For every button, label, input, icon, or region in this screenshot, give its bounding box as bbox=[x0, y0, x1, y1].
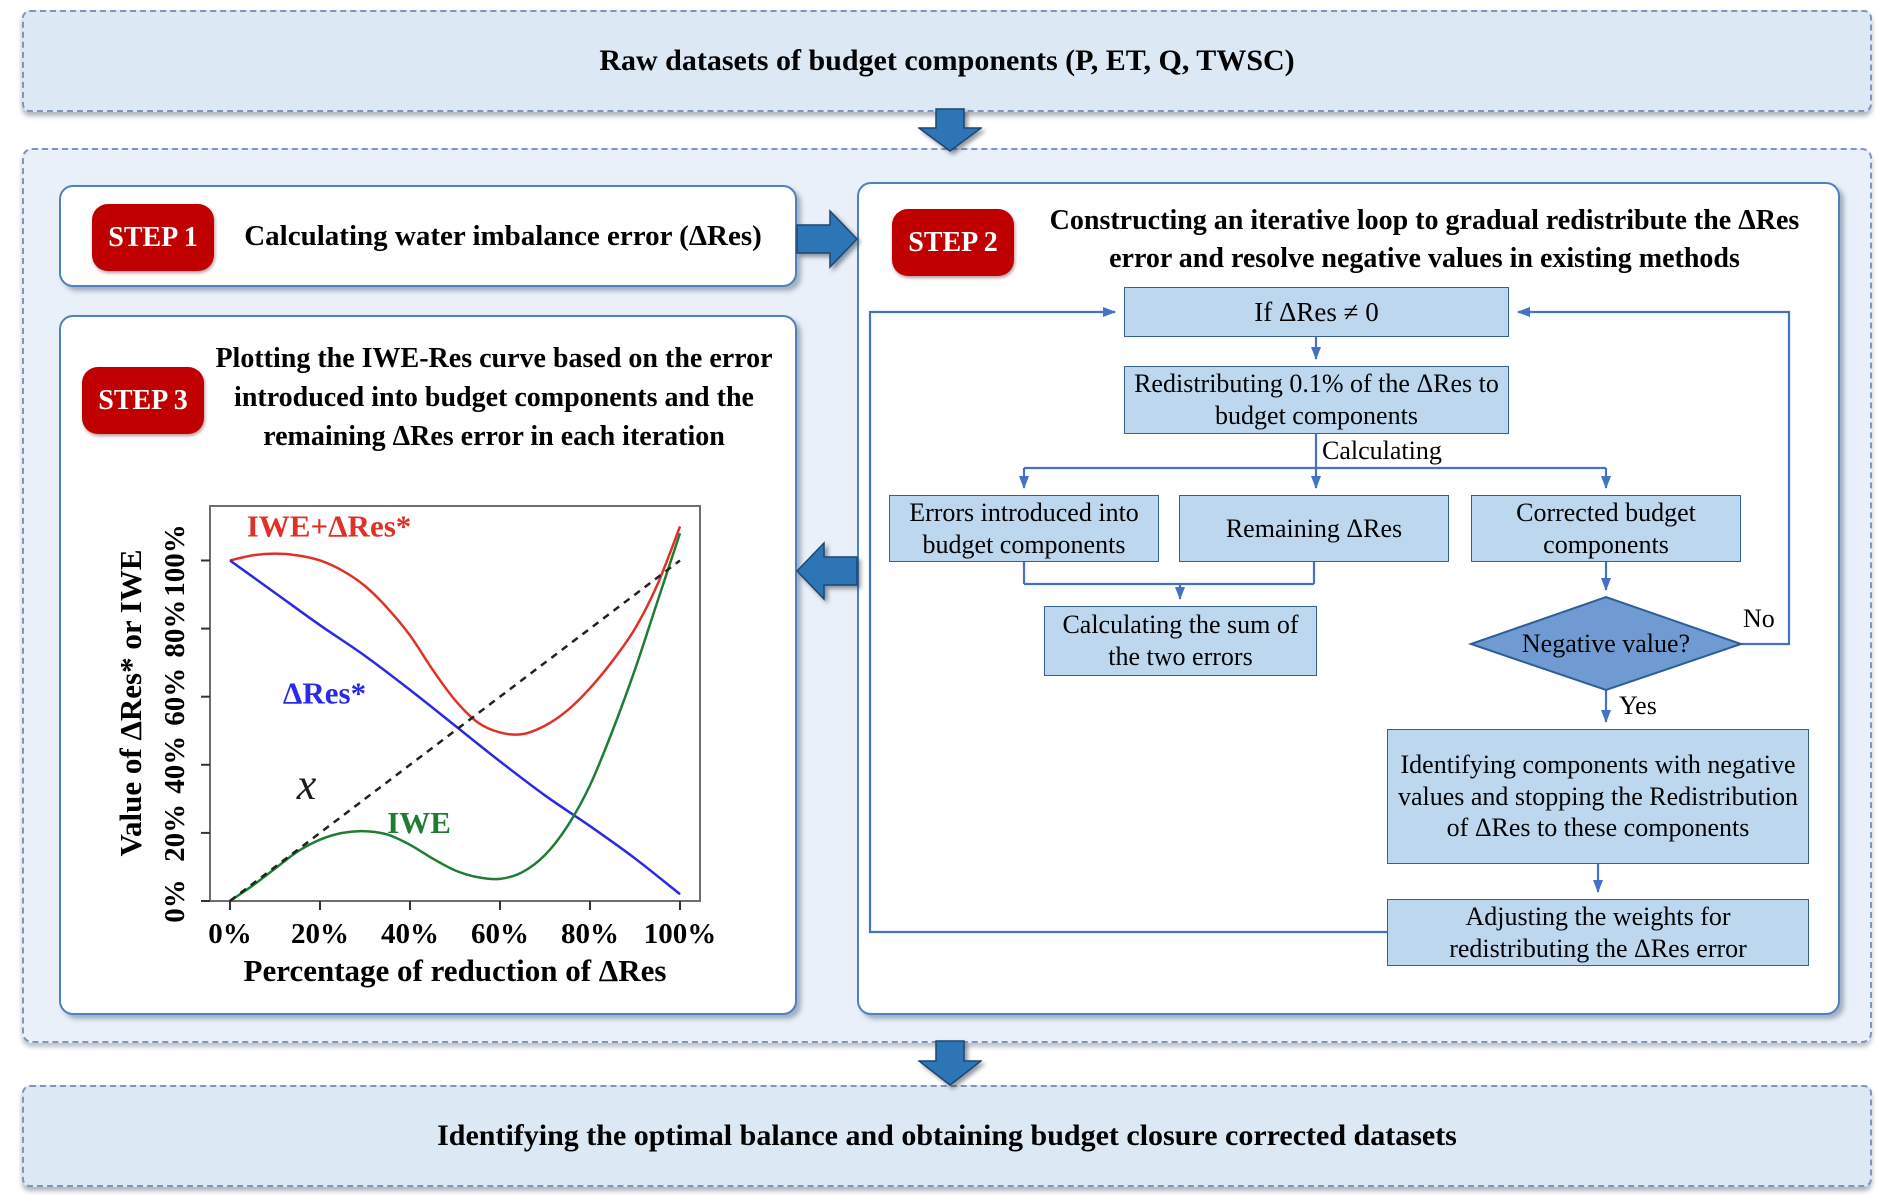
x-tick-label: 40% bbox=[381, 918, 439, 950]
redistribute-box: Redistributing 0.1% of the ΔRes to budge… bbox=[1124, 366, 1509, 434]
chart-layer: 0% 20% 40% 60% 80% 100%0%20%40%60%80%100% IWE+… bbox=[159, 505, 717, 950]
y-tick-label: 20% bbox=[159, 804, 191, 862]
main-panel: STEP 1 Calculating water imbalance error… bbox=[22, 148, 1872, 1043]
corrected-box: Corrected budget components bbox=[1471, 495, 1741, 562]
yes-label: Yes bbox=[1619, 691, 1657, 720]
flow-arrow-left-icon bbox=[796, 541, 858, 601]
curve-label: ΔRes* bbox=[283, 676, 366, 711]
y-tick-label: 60% bbox=[159, 668, 191, 726]
x-axis-title: Percentage of reduction of ΔRes bbox=[244, 953, 667, 988]
step1-title: Calculating water imbalance error (ΔRes) bbox=[244, 219, 762, 252]
y-axis-title: Value of ΔRes* or IWE bbox=[113, 549, 148, 856]
top-banner: Raw datasets of budget components (P, ET… bbox=[22, 10, 1872, 112]
remaining-box: Remaining ΔRes bbox=[1179, 495, 1449, 562]
no-label: No bbox=[1743, 604, 1775, 633]
series-iweres bbox=[229, 525, 682, 736]
connector-loop-left bbox=[868, 307, 1387, 934]
if-box: If ΔRes ≠ 0 bbox=[1124, 287, 1509, 337]
curve-label: IWE bbox=[387, 805, 451, 840]
connector-loop-no bbox=[1517, 307, 1791, 646]
x-tick-label: 60% bbox=[471, 918, 529, 950]
step1-card: STEP 1 Calculating water imbalance error… bbox=[59, 185, 797, 287]
y-tick-label: 40% bbox=[159, 736, 191, 794]
y-tick-label: 100% bbox=[159, 524, 191, 597]
flow-arrow-right-icon bbox=[796, 209, 858, 269]
x-tick-label: 100% bbox=[644, 918, 717, 950]
x-tick-label: 20% bbox=[291, 918, 349, 950]
series-iwe bbox=[229, 532, 682, 903]
step2-card: STEP 2 Constructing an iterative loop to… bbox=[857, 182, 1840, 1015]
curve-label: x bbox=[296, 760, 317, 809]
adjust-box: Adjusting the weights for redistributing… bbox=[1387, 899, 1809, 966]
step3-badge: STEP 3 bbox=[82, 367, 204, 434]
bottom-banner-label: Identifying the optimal balance and obta… bbox=[437, 1119, 1457, 1152]
y-tick-label: 80% bbox=[159, 600, 191, 658]
bottom-banner: Identifying the optimal balance and obta… bbox=[22, 1085, 1872, 1187]
step3-card: STEP 3 Plotting the IWE-Res curve based … bbox=[59, 315, 797, 1015]
x-tick-label: 0% bbox=[208, 918, 252, 950]
errors-box: Errors introduced into budget components bbox=[889, 495, 1159, 562]
series-x bbox=[229, 559, 681, 902]
negative-value-diamond bbox=[1467, 595, 1745, 692]
flow-arrow-down-bottom-icon bbox=[918, 1040, 982, 1086]
iwe-res-chart: 0% 20% 40% 60% 80% 100%0%20%40%60%80%100% IWE+… bbox=[113, 505, 717, 988]
flow-arrow-down-top-icon bbox=[918, 108, 982, 152]
calculating-label: Calculating bbox=[1322, 436, 1442, 465]
identify-box: Identifying components with negative val… bbox=[1387, 729, 1809, 864]
step1-badge: STEP 1 bbox=[92, 204, 214, 271]
curve-label: IWE+ΔRes* bbox=[247, 509, 412, 544]
step3-title: Plotting the IWE-Res curve based on the … bbox=[215, 343, 773, 453]
x-tick-label: 80% bbox=[561, 918, 619, 950]
flow-connectors bbox=[868, 307, 1791, 934]
series-res bbox=[229, 559, 681, 896]
plot-border bbox=[209, 505, 701, 902]
step2-badge: STEP 2 bbox=[892, 209, 1014, 276]
top-banner-label: Raw datasets of budget components (P, ET… bbox=[599, 44, 1295, 77]
step2-title: Constructing an iterative loop to gradua… bbox=[1049, 205, 1800, 274]
negative-diamond-label: Negative value? bbox=[1521, 629, 1691, 659]
sum-box: Calculating the sum of the two errors bbox=[1044, 606, 1317, 676]
y-tick-label: 0% bbox=[159, 879, 191, 923]
